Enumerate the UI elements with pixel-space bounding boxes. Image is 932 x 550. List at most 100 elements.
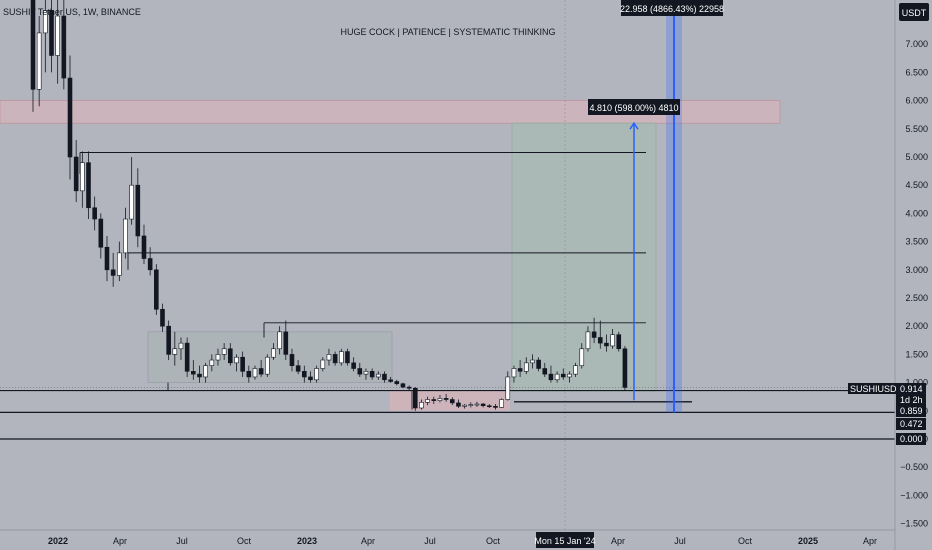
crosshair-date-tag xyxy=(536,532,594,548)
candle-body xyxy=(86,162,91,209)
candle-body xyxy=(154,269,159,310)
levels-layer xyxy=(0,152,895,440)
candle-body xyxy=(49,10,54,56)
candle-body xyxy=(271,348,276,358)
candle-body xyxy=(147,258,153,271)
time-tick-label: 2023 xyxy=(297,536,317,546)
headline: HUGE COCK | PATIENCE | SYSTEMATIC THINKI… xyxy=(340,27,555,37)
candle-body xyxy=(523,362,529,372)
candle-body xyxy=(554,373,560,381)
candle-body xyxy=(265,356,270,375)
time-tick-label: Jul xyxy=(674,536,686,546)
time-tick-label: 2022 xyxy=(48,536,68,546)
level-c-tag xyxy=(896,433,926,445)
candle-body xyxy=(277,331,282,350)
candle-body xyxy=(308,376,313,381)
candle-body xyxy=(591,331,597,338)
candle-body xyxy=(419,402,424,409)
candle-body xyxy=(73,156,79,192)
candle-body xyxy=(462,404,467,407)
short-measure-arrowhead xyxy=(629,121,639,130)
candle-body xyxy=(530,359,535,364)
candle-body xyxy=(203,365,208,378)
price-tick-label: 2.000 xyxy=(905,321,928,331)
symbol-title: SUSHI / Tether US, 1W, BINANCE xyxy=(3,7,141,17)
candle-body xyxy=(363,371,369,375)
price-tick-label: 5.000 xyxy=(905,152,928,162)
candles-layer[interactable] xyxy=(30,0,628,411)
candle-body xyxy=(221,348,227,355)
currency-button[interactable] xyxy=(899,3,929,21)
candle-body xyxy=(499,399,504,408)
candle-body xyxy=(597,337,603,344)
symbol-tag-label: SUSHIUSDT xyxy=(850,384,903,394)
candle-body xyxy=(573,365,578,375)
candle-body xyxy=(486,405,492,408)
time-tick-label: Jul xyxy=(176,536,188,546)
candle-body xyxy=(505,376,511,400)
price-tick-label: −1.500 xyxy=(900,519,928,529)
price-tick-label: 6.000 xyxy=(905,96,928,106)
candle-body xyxy=(123,218,128,254)
candle-body xyxy=(160,308,165,327)
price-tick-label: 1.000 xyxy=(905,378,928,388)
measure-label-large-bg xyxy=(621,0,723,16)
time-tick-label: Apr xyxy=(361,536,375,546)
candle-body xyxy=(215,354,221,361)
time-tick-label: Oct xyxy=(486,536,501,546)
time-axis[interactable]: 2022 Apr Jul Oct 2023 Apr Jul Oct Apr Jul Oct 2025 A… xyxy=(48,536,877,546)
candle-body xyxy=(61,15,67,79)
candle-body xyxy=(110,269,116,276)
time-tick-label: Jul xyxy=(424,536,436,546)
candle-body xyxy=(579,348,585,366)
crosshair-date: Mon 15 Jan '24 xyxy=(534,536,595,546)
candle-body xyxy=(209,359,215,366)
candle-body xyxy=(332,354,338,364)
level-a-price: 0.859 xyxy=(900,406,923,416)
time-tick-label: Apr xyxy=(611,536,625,546)
candle-body xyxy=(468,404,474,406)
candle-body xyxy=(197,373,202,378)
candle-body xyxy=(511,368,517,378)
time-tick-label: Oct xyxy=(237,536,252,546)
currency-button-label: USDT xyxy=(902,8,927,18)
candle-body xyxy=(517,368,523,372)
price-tick-label: 1.500 xyxy=(905,349,928,359)
candle-body xyxy=(289,354,295,366)
price-tick-label: 6.500 xyxy=(905,67,928,77)
candle-body xyxy=(382,373,387,381)
candle-body xyxy=(172,348,178,355)
candle-body xyxy=(104,246,110,271)
price-tick-label: 7.000 xyxy=(905,39,928,49)
candle-body xyxy=(80,162,85,192)
candle-body xyxy=(67,77,73,158)
candle-body xyxy=(135,184,141,237)
candle-body xyxy=(542,368,548,375)
candle-body xyxy=(548,373,554,381)
level-a-tag xyxy=(896,405,926,417)
candle-body xyxy=(431,399,437,401)
candle-body xyxy=(252,368,258,378)
candle-body xyxy=(129,184,134,220)
candle-body xyxy=(191,371,196,375)
candle-body xyxy=(234,356,239,364)
bar-countdown: 1d 2h xyxy=(900,395,923,405)
candle-body xyxy=(178,342,184,350)
candle-body xyxy=(117,252,122,276)
candle-body xyxy=(283,331,289,355)
candle-body xyxy=(55,15,60,56)
candle-body xyxy=(493,405,498,408)
candle-body xyxy=(400,383,406,388)
price-tick-label: 4.000 xyxy=(905,208,928,218)
price-tick-label: 4.500 xyxy=(905,180,928,190)
price-tick-label: 2.500 xyxy=(905,293,928,303)
candle-body xyxy=(567,373,572,378)
time-tick-label: Apr xyxy=(863,536,877,546)
candle-body xyxy=(394,381,400,385)
candle-body xyxy=(480,403,486,407)
candle-body xyxy=(351,362,356,369)
time-tick-label: 2025 xyxy=(798,536,818,546)
